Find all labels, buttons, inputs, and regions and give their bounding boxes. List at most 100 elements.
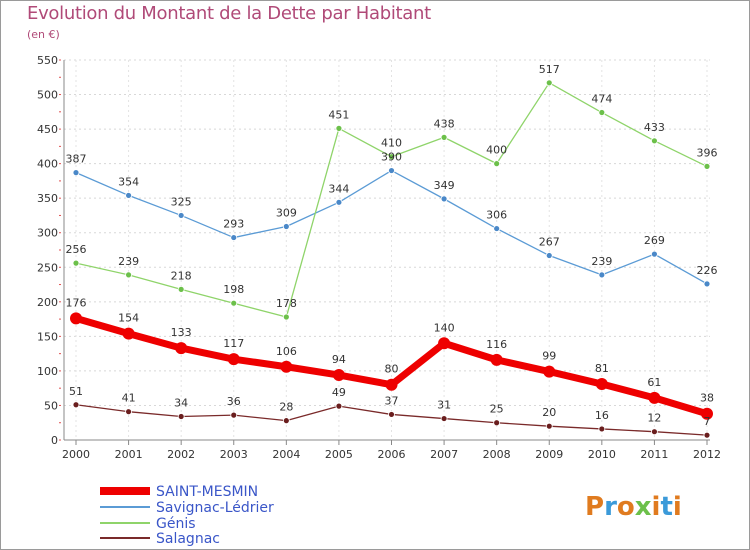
data-point xyxy=(332,369,345,382)
data-point xyxy=(598,271,606,279)
data-label: 61 xyxy=(647,376,661,389)
legend-label: Savignac-Lédrier xyxy=(156,500,274,516)
data-label: 390 xyxy=(381,151,402,164)
data-label: 387 xyxy=(66,153,87,166)
data-point xyxy=(230,411,238,419)
data-label: 239 xyxy=(591,255,612,268)
data-point xyxy=(545,79,553,87)
data-point xyxy=(280,360,293,373)
data-point xyxy=(177,285,185,293)
y-tick-label: 500 xyxy=(37,89,58,102)
data-label: 154 xyxy=(118,312,139,325)
y-tick-label: 0 xyxy=(51,434,58,447)
data-point xyxy=(388,153,395,161)
data-label: 354 xyxy=(118,175,139,188)
data-point xyxy=(282,223,290,230)
y-tick-label: 450 xyxy=(37,123,58,136)
data-point xyxy=(125,271,132,279)
logo-letter: i xyxy=(652,492,661,522)
data-label: 306 xyxy=(486,209,507,222)
data-label: 309 xyxy=(276,207,297,220)
data-label: 325 xyxy=(171,195,192,208)
x-tick-label: 2011 xyxy=(640,448,668,461)
logo-letter: P xyxy=(585,492,604,522)
data-label: 34 xyxy=(174,397,188,410)
y-tick-label: 300 xyxy=(37,227,58,240)
chart-subtitle: (en €) xyxy=(27,28,60,41)
data-label: 7 xyxy=(704,415,711,428)
legend-label: Salagnac xyxy=(156,531,220,547)
data-point xyxy=(122,327,135,340)
data-label: 438 xyxy=(434,117,455,130)
data-point xyxy=(651,250,658,258)
y-tick-label: 550 xyxy=(37,54,58,67)
data-point xyxy=(335,124,343,132)
logo-letter: x xyxy=(635,492,652,522)
data-point xyxy=(598,425,606,433)
y-tick-label: 400 xyxy=(37,158,58,171)
data-label: 38 xyxy=(700,392,714,405)
y-tick-label: 100 xyxy=(37,365,58,378)
data-point xyxy=(648,391,661,404)
logo-letter: t xyxy=(660,492,672,522)
data-point xyxy=(543,365,556,378)
data-point xyxy=(493,419,501,427)
data-label: 198 xyxy=(223,283,244,296)
data-point xyxy=(177,212,185,219)
data-point xyxy=(701,407,713,420)
data-label: 25 xyxy=(490,403,504,416)
x-tick-label: 2006 xyxy=(378,448,406,461)
data-point xyxy=(595,378,608,391)
data-label: 269 xyxy=(644,234,665,247)
x-tick-label: 2010 xyxy=(588,448,616,461)
series-3 xyxy=(72,401,711,439)
data-point xyxy=(125,408,132,416)
data-label: 349 xyxy=(434,179,455,192)
data-label: 293 xyxy=(223,218,244,231)
proxiti-logo: Proxiti xyxy=(585,492,682,522)
data-point xyxy=(490,353,503,366)
data-point xyxy=(227,353,240,366)
x-tick-label: 2000 xyxy=(62,448,90,461)
data-label: 80 xyxy=(385,363,399,376)
x-tick-label: 2012 xyxy=(693,448,721,461)
data-label: 117 xyxy=(223,337,244,350)
data-point xyxy=(545,422,553,430)
series-1 xyxy=(72,167,711,288)
x-tick-label: 2007 xyxy=(430,448,458,461)
data-label: 20 xyxy=(542,406,556,419)
x-tick-label: 2003 xyxy=(220,448,248,461)
logo-letter: r xyxy=(604,492,617,522)
data-point xyxy=(177,413,185,420)
data-label: 256 xyxy=(66,243,87,256)
data-label: 133 xyxy=(171,326,192,339)
data-point xyxy=(438,337,451,350)
data-label: 116 xyxy=(486,338,507,351)
data-label: 28 xyxy=(279,401,293,414)
data-point xyxy=(230,234,238,241)
data-label: 99 xyxy=(542,350,556,363)
x-tick-label: 2008 xyxy=(483,448,511,461)
logo-letter: o xyxy=(617,492,635,522)
data-point xyxy=(388,167,395,174)
data-point xyxy=(545,252,553,259)
x-tick-label: 2005 xyxy=(325,448,353,461)
data-label: 176 xyxy=(66,296,87,309)
logo-letter: i xyxy=(673,492,682,522)
data-label: 16 xyxy=(595,409,609,422)
series-2 xyxy=(72,79,711,321)
x-tick-label: 2004 xyxy=(272,448,300,461)
data-label: 226 xyxy=(697,264,718,277)
data-label: 396 xyxy=(697,146,718,159)
y-tick-label: 250 xyxy=(37,261,58,274)
data-label: 31 xyxy=(437,399,451,412)
legend-label: SAINT-MESMIN xyxy=(156,484,258,500)
data-point xyxy=(493,160,501,168)
data-point xyxy=(440,415,448,422)
data-point xyxy=(385,378,398,391)
data-point xyxy=(440,133,448,141)
data-point xyxy=(335,198,343,206)
data-point xyxy=(440,195,448,203)
data-point xyxy=(72,259,80,267)
